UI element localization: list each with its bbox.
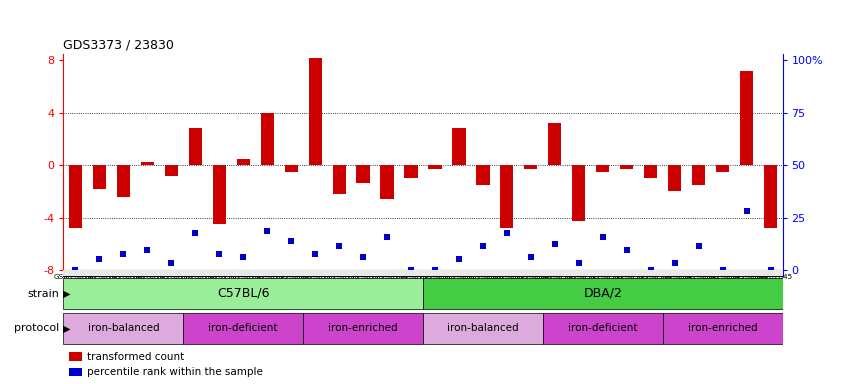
Bar [453,128,465,165]
Bar [572,165,585,222]
Point [739,208,753,214]
Bar [69,352,82,361]
Text: transformed count: transformed count [87,351,184,361]
Bar [423,313,543,344]
Point [764,267,777,273]
Bar [165,165,178,175]
Point [596,234,609,240]
Point [476,243,490,250]
Bar [261,113,274,165]
Bar [620,165,634,169]
Point [692,243,706,250]
Point [356,254,370,260]
Point [332,243,346,250]
Bar [140,162,154,165]
Bar [716,165,729,172]
Point [140,247,154,253]
Text: iron-enriched: iron-enriched [328,323,398,333]
Bar [63,313,184,344]
Text: strain: strain [27,289,59,299]
Bar [303,313,423,344]
Bar [69,165,82,228]
Bar [356,165,370,184]
Bar [500,165,514,228]
Bar [212,165,226,224]
Text: C57BL/6: C57BL/6 [217,286,270,300]
Text: ▶: ▶ [63,323,70,333]
Text: ▶: ▶ [63,289,70,299]
Bar [93,165,106,189]
Bar [596,165,609,172]
Point [92,257,106,263]
Text: DBA/2: DBA/2 [584,286,622,300]
Point [524,254,537,260]
Bar [740,71,753,165]
Bar [381,165,393,199]
Point [667,260,681,266]
Point [548,241,562,247]
Text: iron-enriched: iron-enriched [688,323,757,333]
Point [500,230,514,236]
Bar [404,165,418,178]
Point [284,238,298,244]
Bar [692,165,706,185]
Point [69,267,82,273]
Bar [428,165,442,169]
Bar [237,159,250,165]
Text: iron-balanced: iron-balanced [88,323,159,333]
Text: iron-deficient: iron-deficient [568,323,638,333]
Point [404,267,418,273]
Point [308,251,321,257]
Point [644,267,657,273]
Point [189,230,202,236]
Point [261,228,274,234]
Point [164,260,178,266]
Point [620,247,634,253]
Bar [63,270,783,276]
Bar [309,58,321,165]
Point [380,234,393,240]
Point [117,251,130,257]
Point [716,267,729,273]
Text: iron-deficient: iron-deficient [208,323,278,333]
Point [212,251,226,257]
Bar [548,123,562,165]
Bar [668,165,681,191]
Point [236,254,250,260]
Bar [69,367,82,376]
Bar [476,165,490,185]
Bar [184,313,303,344]
Bar [189,128,202,165]
Point [428,267,442,273]
Text: protocol: protocol [14,323,59,333]
Bar [525,165,537,169]
Point [572,260,585,266]
Bar [662,313,783,344]
Text: iron-balanced: iron-balanced [448,323,519,333]
Point [452,257,465,263]
Bar [117,165,130,197]
Text: percentile rank within the sample: percentile rank within the sample [87,367,263,377]
Bar [543,313,662,344]
Bar [63,278,423,310]
Text: GDS3373 / 23830: GDS3373 / 23830 [63,38,174,51]
Bar [332,165,346,194]
Bar [644,165,657,178]
Bar [764,165,777,228]
Bar [423,278,783,310]
Bar [284,165,298,172]
